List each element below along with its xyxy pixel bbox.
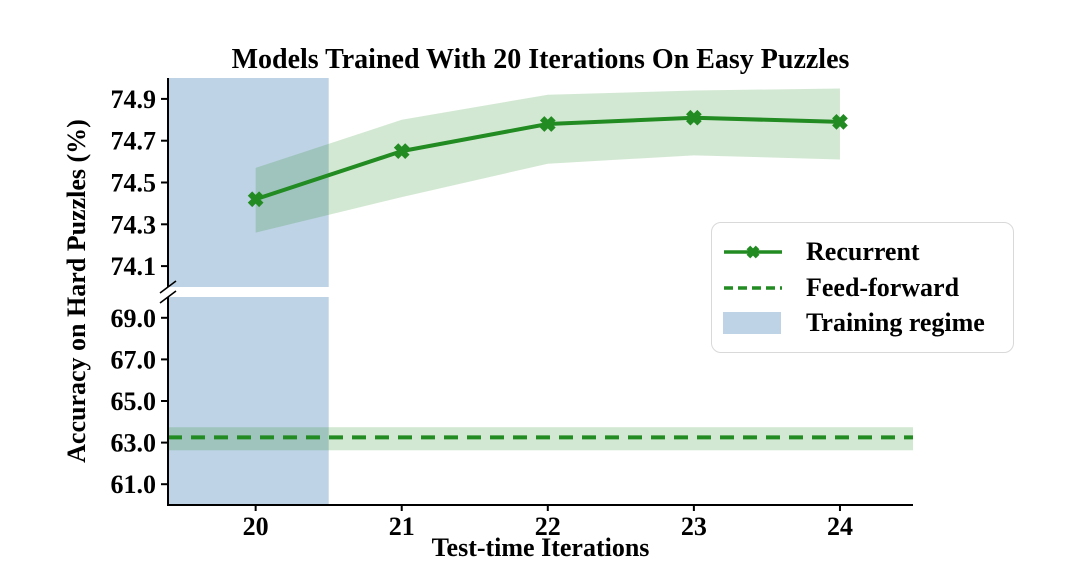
legend-item-feed-forward: Feed-forward xyxy=(722,272,1003,302)
legend-label-feed-forward: Feed-forward xyxy=(806,272,960,302)
training-regime-patch-sample-icon xyxy=(723,312,781,335)
recurrent-data-marker xyxy=(247,191,264,208)
legend-label-training-regime: Training regime xyxy=(806,308,985,338)
y-tick-label: 74.3 xyxy=(111,210,157,239)
recurrent-data-marker xyxy=(832,114,848,130)
x-tick-label: 23 xyxy=(681,512,707,541)
axis-break-mark xyxy=(159,280,177,294)
y-tick-label: 69.0 xyxy=(111,304,157,333)
x-axis-label: Test-time Iterations xyxy=(431,533,650,562)
legend-item-recurrent: Recurrent xyxy=(722,236,1003,266)
recurrent-data-marker xyxy=(393,143,410,159)
x-tick-label: 24 xyxy=(827,512,853,541)
feed-forward-line-sample-icon xyxy=(724,285,782,290)
legend: Recurrent Feed-forward Training regime xyxy=(711,222,1014,353)
x-tick-label: 20 xyxy=(243,512,269,541)
recurrent-sample-x-marker-icon xyxy=(746,245,760,259)
recurrent-data-marker xyxy=(539,116,556,132)
y-tick-label: 61.0 xyxy=(111,470,157,499)
training-regime-region-bottom xyxy=(168,297,329,505)
recurrent-confidence-band xyxy=(255,88,840,233)
y-tick-label: 74.5 xyxy=(111,169,157,198)
recurrent-line-sample-icon xyxy=(724,245,782,259)
x-tick-label: 21 xyxy=(389,512,415,541)
y-tick-label: 74.1 xyxy=(111,252,157,281)
chart-title: Models Trained With 20 Iterations On Eas… xyxy=(231,44,850,75)
y-tick-label: 63.0 xyxy=(111,429,157,458)
y-tick-label: 67.0 xyxy=(111,345,157,374)
axis-break-mark xyxy=(159,290,177,304)
y-axis-label: Accuracy on Hard Puzzles (%) xyxy=(62,119,91,463)
x-tick-label: 22 xyxy=(535,512,561,541)
legend-item-training-regime: Training regime xyxy=(722,310,1003,336)
legend-label-recurrent: Recurrent xyxy=(806,236,920,266)
y-tick-label: 65.0 xyxy=(111,387,157,416)
training-regime-sample-patch xyxy=(723,312,781,335)
y-tick-label: 74.9 xyxy=(111,85,157,114)
recurrent-data-marker xyxy=(686,109,702,126)
y-tick-label: 74.7 xyxy=(111,127,157,156)
